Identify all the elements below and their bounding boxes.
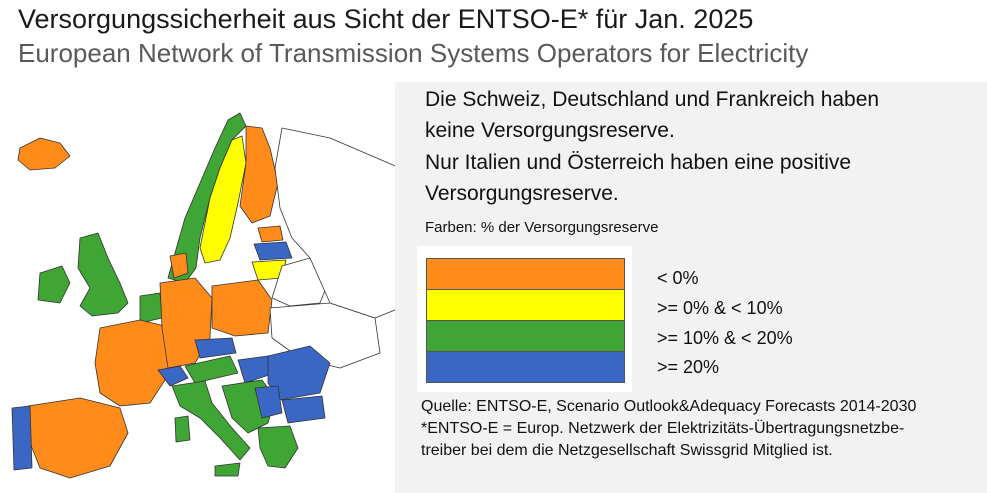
- region-uk: [77, 232, 129, 317]
- legend-swatch-2: [426, 320, 625, 352]
- region-greece: [257, 425, 299, 469]
- source-line-1: Quelle: ENTSO-E, Scenario Outlook&Adequa…: [421, 398, 917, 415]
- region-russia: [274, 127, 400, 319]
- source-line-2: *ENTSO-E = Europ. Netzwerk der Elektrizi…: [421, 420, 905, 437]
- statement-line-2: keine Versorgungsreserve.: [425, 119, 675, 142]
- region-romania: [267, 345, 331, 401]
- region-sardinia: [174, 415, 191, 443]
- legend-label-0: < 0%: [657, 268, 699, 288]
- region-finland: [239, 125, 279, 224]
- statement-line-3: Nur Italien und Österreich haben eine po…: [425, 151, 852, 174]
- statement-line-4: Versorgungsreserve.: [425, 182, 619, 205]
- region-denmark: [169, 252, 189, 279]
- legend-label-1: >= 0% & < 10%: [657, 298, 783, 318]
- region-france: [94, 319, 173, 407]
- legend-swatch-3: [426, 351, 625, 383]
- region-portugal: [11, 405, 33, 471]
- legend-caption: Farben: % der Versorgungsreserve: [425, 219, 659, 236]
- region-estonia: [257, 225, 284, 243]
- legend-label-3: >= 20%: [657, 357, 720, 377]
- legend-swatches: [417, 246, 632, 392]
- region-iceland: [17, 137, 71, 171]
- legend-swatch-1: [426, 289, 625, 321]
- region-serbia: [254, 385, 283, 419]
- europe-map: [11, 112, 400, 479]
- region-sicily: [214, 462, 241, 477]
- statement-line-1: Die Schweiz, Deutschland und Frankreich …: [425, 88, 880, 111]
- legend-swatch-0: [426, 258, 625, 290]
- region-czech: [194, 337, 237, 359]
- region-ireland: [37, 265, 71, 304]
- page-subtitle: European Network of Transmission Systems…: [18, 38, 809, 68]
- region-poland: [211, 279, 273, 337]
- source-line-3: treiber bei dem die Netzgesellschaft Swi…: [421, 442, 833, 459]
- region-bulgaria: [281, 395, 326, 424]
- info-panel: Die Schweiz, Deutschland und Frankreich …: [395, 82, 987, 493]
- region-spain: [27, 397, 129, 479]
- legend-label-2: >= 10% & < 20%: [657, 328, 793, 348]
- page-title: Versorgungssicherheit aus Sicht der ENTS…: [18, 4, 754, 34]
- region-austria: [184, 355, 239, 384]
- region-italy: [171, 380, 251, 461]
- region-benelux: [139, 292, 163, 324]
- region-latvia: [253, 241, 293, 261]
